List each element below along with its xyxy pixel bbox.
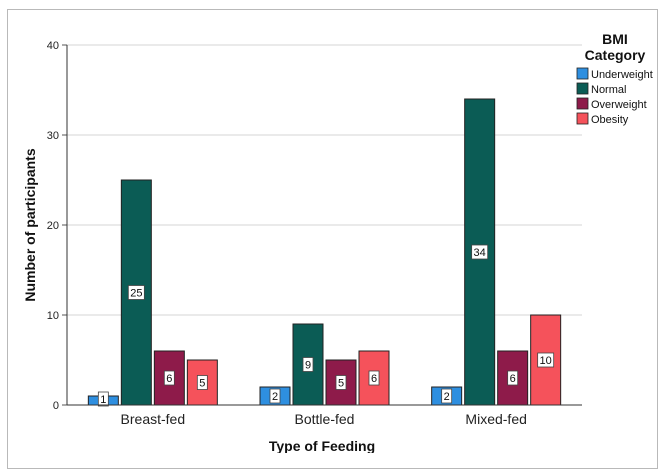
legend-swatch-underweight [576, 67, 589, 80]
data-label-box [302, 357, 314, 372]
bars [87, 98, 562, 406]
data-label: 34 [474, 247, 486, 259]
legend-swatch-overweight [576, 97, 589, 110]
data-label-box [335, 375, 347, 390]
data-label: 2 [272, 391, 278, 403]
data-label: 1 [100, 394, 106, 406]
data-label-box [537, 352, 555, 368]
data-label: 25 [130, 288, 142, 300]
axes: 0 10 20 30 40 Breast-fed Bottle-fed Mixed-fed [47, 40, 582, 427]
x-tick-label: Bottle-fed [295, 411, 355, 427]
data-label: 9 [305, 360, 311, 372]
data-label-box [507, 370, 519, 386]
y-tick-label: 40 [47, 40, 59, 52]
x-tick-label: Mixed-fed [465, 411, 526, 427]
legend-swatch-obesity [576, 112, 589, 125]
legend-title-line-1: BMI [602, 31, 628, 47]
y-axis-title: Number of participants [22, 148, 38, 301]
data-label-box [471, 244, 489, 260]
data-label-box [97, 391, 109, 407]
x-axis-title: Type of Feeding [269, 438, 375, 453]
x-tick-label: Breast-fed [121, 411, 186, 427]
data-label: 6 [510, 373, 516, 385]
gridlines [67, 44, 582, 316]
data-label: 6 [166, 373, 172, 385]
data-label-box [368, 370, 380, 386]
data-label-box [127, 285, 145, 300]
legend-swatch-normal [576, 82, 589, 95]
data-label-box [163, 370, 175, 386]
data-label: 6 [371, 373, 377, 385]
data-label-box [196, 375, 208, 390]
data-label: 2 [444, 391, 450, 403]
data-label: 5 [338, 378, 344, 390]
legend-title-line-2: Category [585, 47, 646, 63]
y-tick-label: 20 [47, 220, 59, 232]
y-tick-label: 30 [47, 130, 59, 142]
legend-label-overweight: Overweight [591, 99, 647, 111]
data-label-box [269, 388, 281, 404]
y-tick-label: 0 [53, 400, 59, 412]
data-label-box [441, 388, 453, 404]
legend: BMI Category Underweight Normal Overweight… [576, 31, 653, 126]
data-label: 5 [199, 378, 205, 390]
legend-label-obesity: Obesity [591, 114, 629, 126]
legend-label-underweight: Underweight [591, 69, 653, 81]
legend-label-normal: Normal [591, 84, 626, 96]
data-label: 10 [540, 355, 552, 367]
y-tick-label: 10 [47, 310, 59, 322]
